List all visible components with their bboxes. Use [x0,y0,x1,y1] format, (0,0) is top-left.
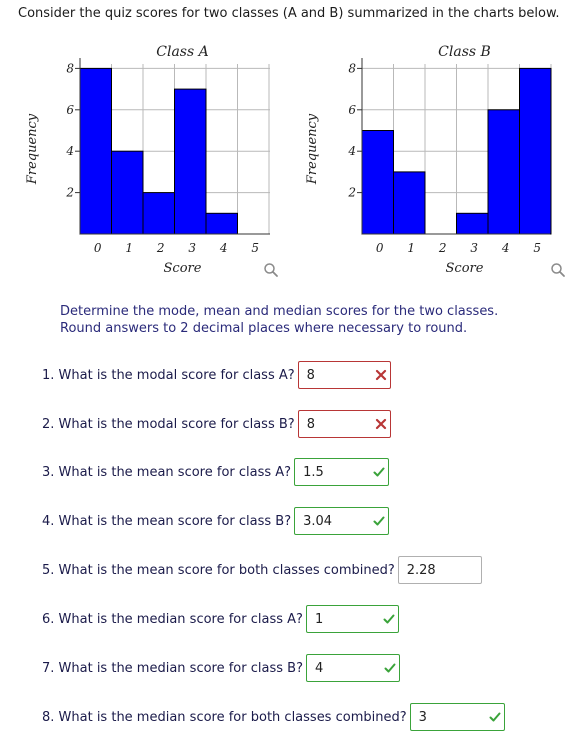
question-text: 4. What is the mean score for class B? [42,513,292,529]
bar [79,67,112,235]
chart-class-a: 2 4 6 8 0 1 2 3 4 5 Class A Score Frequency [25,44,270,276]
y-tick-label: 6 [348,103,356,117]
answer-value: 1 [314,611,324,627]
x-tick-label: 4 [501,241,510,255]
question-row: 4. What is the mean score for class B? 3… [42,506,390,536]
bar [393,171,426,235]
question-row: 8. What is the median score for both cla… [42,702,505,732]
y-tick-label: 6 [66,103,74,117]
answer-value: 3.04 [303,513,333,529]
question-text: 7. What is the median score for class B? [42,660,303,676]
chart-class-b: 2 4 6 8 0 1 2 3 4 5 Class B Score Frequency [305,44,552,276]
answer-value: 2.28 [406,562,436,578]
y-axis-label: Frequency [305,113,320,185]
chart-title: Class A [156,44,208,60]
y-tick-label: 8 [348,61,356,75]
x-tick-label: 0 [94,241,102,255]
check-icon [373,467,385,477]
intro-text: Consider the quiz scores for two classes… [18,6,560,21]
x-tick-label: 2 [156,241,165,255]
bar [111,150,144,235]
x-tick-label: 5 [251,241,259,255]
x-tick-label: 5 [533,241,541,255]
chart-title: Class B [438,44,491,60]
question-row: 3. What is the mean score for class A? 1… [42,457,390,487]
x-tick-label: 1 [125,241,133,255]
answer-field[interactable]: 3 [409,703,505,731]
question-text: 3. What is the mean score for class A? [42,464,292,480]
question-row: 2. What is the modal score for class B? … [42,409,391,439]
question-text: 2. What is the modal score for class B? [42,416,295,432]
bar [487,109,520,235]
zoom-icon[interactable] [263,262,279,278]
bar [174,88,207,235]
answer-value: 3 [418,709,427,725]
question-row: 5. What is the mean score for both class… [42,555,482,585]
question-text: 6. What is the median score for class A? [42,611,303,627]
check-icon [384,663,396,673]
x-tick-label: 3 [188,241,196,255]
y-tick-label: 2 [65,186,74,200]
question-text: 1. What is the modal score for class A? [42,367,295,383]
question-row: 1. What is the modal score for class A? … [42,360,391,390]
x-tick-label: 3 [470,241,478,255]
bar [205,212,238,235]
question-row: 6. What is the median score for class A?… [42,604,399,634]
cross-icon [375,418,386,430]
question-text: 5. What is the mean score for both class… [42,562,395,578]
bar [361,130,394,235]
instructions: Determine the mode, mean and median scor… [60,303,498,337]
x-tick-label: 1 [407,241,415,255]
question-row: 7. What is the median score for class B?… [42,653,400,683]
answer-field[interactable]: 1 [305,605,399,633]
bar [519,67,552,235]
instructions-line-1: Determine the mode, mean and median scor… [60,304,499,319]
answer-value: 8 [306,367,315,383]
answer-field[interactable]: 2.28 [397,556,482,584]
x-axis-label: Score [164,261,202,276]
x-axis-label: Score [446,261,484,276]
y-tick-label: 2 [347,186,356,200]
answer-value: 8 [306,416,315,432]
y-tick-label: 4 [347,144,356,158]
check-icon [373,516,385,526]
y-tick-label: 4 [65,144,74,158]
y-tick-label: 8 [66,61,74,75]
bar [456,212,489,235]
x-tick-label: 0 [376,241,384,255]
answer-field[interactable]: 8 [297,410,391,438]
answer-field[interactable]: 8 [297,361,391,389]
x-tick-label: 4 [219,241,228,255]
answer-field[interactable]: 1.5 [294,458,390,486]
cross-icon [375,369,386,381]
answer-field[interactable]: 4 [305,654,400,682]
check-icon [489,712,501,722]
check-icon [383,614,395,624]
answer-value: 4 [314,660,324,676]
instructions-line-2: Round answers to 2 decimal places where … [60,321,468,336]
answer-field[interactable]: 3.04 [294,507,390,535]
answer-value: 1.5 [303,464,324,480]
x-tick-label: 2 [438,241,447,255]
question-text: 8. What is the median score for both cla… [42,709,407,725]
zoom-icon[interactable] [550,262,566,278]
y-axis-label: Frequency [25,113,40,185]
bar [142,192,175,235]
